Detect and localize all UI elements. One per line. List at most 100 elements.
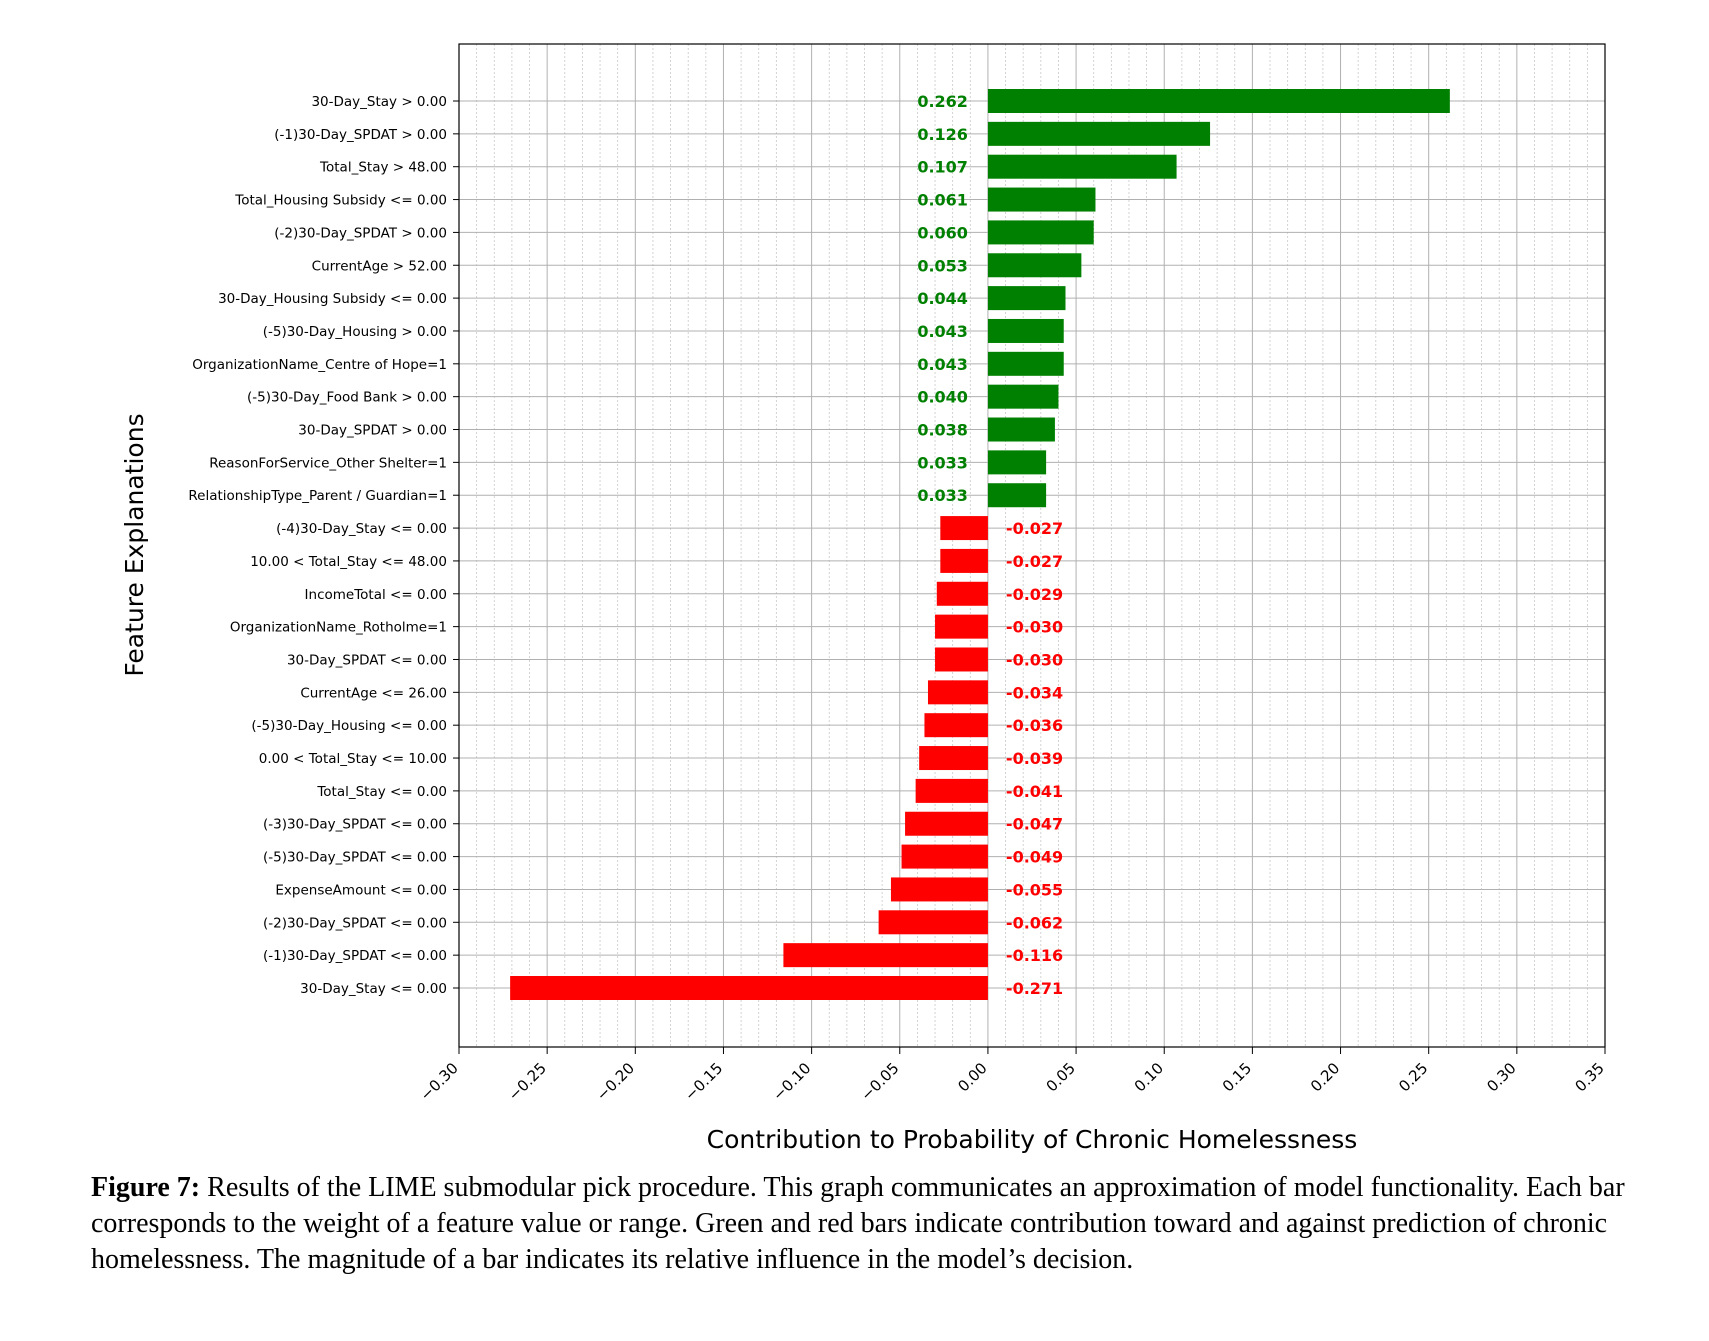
positive-bar (987, 450, 1047, 475)
feature-label: (-4)30-Day_Stay <= 0.00 (276, 521, 447, 537)
feature-label: (-3)30-Day_SPDAT <= 0.00 (263, 817, 447, 833)
feature-label: OrganizationName_Rotholme=1 (230, 620, 447, 636)
bar-value-label: -0.041 (1006, 782, 1063, 801)
x-tick-label: −0.30 (417, 1059, 462, 1104)
feature-label: (-5)30-Day_Food Bank > 0.00 (247, 390, 447, 406)
bar-value-label: -0.034 (1006, 683, 1063, 702)
bar-value-label: 0.061 (917, 191, 968, 210)
negative-bar (936, 581, 988, 606)
x-tick-label: 0.15 (1219, 1059, 1255, 1095)
feature-label: Total_Housing Subsidy <= 0.00 (234, 193, 447, 209)
negative-bar (924, 713, 988, 738)
bar-value-label: 0.060 (917, 223, 968, 242)
positive-bar (987, 220, 1094, 245)
positive-bar (987, 253, 1082, 278)
negative-bar (890, 877, 988, 902)
negative-bar (940, 548, 988, 573)
positive-bar (987, 286, 1066, 311)
feature-label: (-1)30-Day_SPDAT <= 0.00 (263, 948, 447, 964)
bar-value-label: -0.116 (1006, 946, 1063, 965)
feature-label: 10.00 < Total_Stay <= 48.00 (250, 554, 447, 570)
x-axis-title: Contribution to Probability of Chronic H… (707, 1125, 1358, 1154)
positive-bar (987, 187, 1096, 212)
feature-label: 30-Day_SPDAT > 0.00 (298, 423, 447, 439)
feature-label: 30-Day_Stay <= 0.00 (300, 981, 447, 997)
caption-text: Results of the LIME submodular pick proc… (91, 1172, 1625, 1275)
feature-label: ReasonForService_Other Shelter=1 (209, 455, 447, 471)
x-tick-label: −0.20 (593, 1059, 638, 1104)
x-tick-label: 0.35 (1571, 1059, 1607, 1095)
bar-value-label: 0.043 (917, 355, 968, 374)
bar-value-label: -0.049 (1006, 848, 1063, 867)
positive-bar (987, 384, 1059, 409)
plot-frame (458, 43, 1606, 1048)
positive-bar (987, 351, 1064, 376)
bar-value-label: -0.030 (1006, 650, 1063, 669)
lime-bar-chart: 0.262 0.126 0.107 0.061 0.060 0.053 0.044 0.043… (120, 43, 1608, 1154)
bar-value-label: -0.055 (1006, 880, 1063, 899)
bar-value-label: -0.027 (1006, 552, 1063, 571)
x-tick-label: 0.20 (1307, 1059, 1343, 1095)
caption-prefix: Figure 7: (91, 1172, 201, 1203)
negative-bar (927, 680, 988, 705)
feature-label: 30-Day_Housing Subsidy <= 0.00 (218, 291, 447, 307)
bar-value-label: 0.053 (917, 256, 968, 275)
feature-label: (-5)30-Day_SPDAT <= 0.00 (263, 850, 447, 866)
bar-value-label: -0.030 (1006, 618, 1063, 637)
x-ticks-group: −0.30 −0.25 −0.20 −0.15 −0.10 −0.05 0.00 0.05 0.… (417, 1047, 1608, 1104)
bar-value-label: 0.043 (917, 322, 968, 341)
negative-bar (878, 910, 988, 935)
negative-bar (905, 811, 988, 836)
feature-label: OrganizationName_Centre of Hope=1 (192, 357, 447, 373)
bar-value-label: 0.040 (917, 388, 968, 407)
bar-value-label: 0.033 (917, 486, 968, 505)
bar-value-label: 0.033 (917, 453, 968, 472)
x-tick-label: 0.25 (1395, 1059, 1431, 1095)
positive-bar (987, 417, 1055, 442)
figure-caption: Figure 7: Results of the LIME submodular… (91, 1170, 1651, 1278)
bar-value-label: -0.036 (1006, 716, 1063, 735)
feature-label: (-2)30-Day_SPDAT <= 0.00 (263, 915, 447, 931)
feature-label: Total_Stay <= 0.00 (316, 784, 447, 800)
negative-bar (935, 647, 988, 672)
bars-group (510, 89, 1450, 1000)
feature-label: Total_Stay > 48.00 (319, 160, 447, 176)
bar-value-label: -0.047 (1006, 815, 1063, 834)
feature-label: 30-Day_Stay > 0.00 (311, 94, 447, 110)
positive-bar (987, 483, 1047, 508)
bar-value-label: -0.271 (1006, 979, 1063, 998)
value-labels-group: 0.262 0.126 0.107 0.061 0.060 0.053 0.044 0.043… (917, 92, 1063, 998)
positive-bar (987, 89, 1450, 113)
minor-grid (476, 44, 1588, 1047)
positive-bar (987, 154, 1177, 179)
feature-label: IncomeTotal <= 0.00 (305, 587, 447, 603)
negative-bar (901, 844, 988, 869)
y-axis-title: Feature Explanations (120, 413, 149, 676)
bar-value-label: 0.044 (917, 289, 968, 308)
bar-value-label: -0.029 (1006, 585, 1063, 604)
x-tick-label: −0.05 (857, 1059, 902, 1104)
feature-label: (-2)30-Day_SPDAT > 0.00 (274, 225, 447, 241)
bar-value-label: 0.038 (917, 421, 968, 440)
feature-label: (-5)30-Day_Housing <= 0.00 (251, 718, 447, 734)
negative-bar (783, 943, 988, 968)
negative-bar (510, 976, 988, 1000)
bar-value-label: 0.262 (917, 92, 968, 111)
positive-bar (987, 318, 1064, 343)
feature-label: (-5)30-Day_Housing > 0.00 (263, 324, 447, 340)
x-tick-label: 0.30 (1483, 1059, 1519, 1095)
bar-value-label: -0.062 (1006, 913, 1063, 932)
feature-label: ExpenseAmount <= 0.00 (275, 882, 447, 898)
negative-bar (915, 778, 988, 803)
x-tick-label: −0.15 (681, 1059, 726, 1104)
negative-bar (935, 614, 988, 639)
bar-value-label: 0.107 (917, 158, 968, 177)
x-tick-label: −0.25 (505, 1059, 550, 1104)
x-tick-label: 0.00 (954, 1059, 990, 1095)
x-tick-label: 0.10 (1131, 1059, 1167, 1095)
negative-bar (919, 746, 988, 771)
bar-value-label: -0.027 (1006, 519, 1063, 538)
feature-label: CurrentAge > 52.00 (312, 258, 447, 274)
positive-bar (987, 121, 1211, 146)
feature-label: 0.00 < Total_Stay <= 10.00 (259, 751, 447, 767)
